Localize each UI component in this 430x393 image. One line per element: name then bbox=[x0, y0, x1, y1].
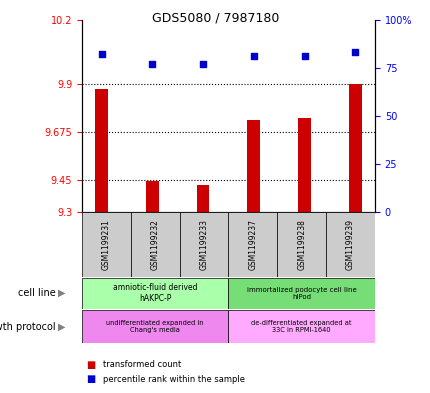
Point bbox=[250, 53, 257, 59]
Point bbox=[148, 61, 155, 67]
Point bbox=[351, 49, 358, 55]
Text: GSM1199231: GSM1199231 bbox=[101, 219, 111, 270]
Text: GSM1199233: GSM1199233 bbox=[199, 219, 208, 270]
Point bbox=[199, 61, 206, 67]
Bar bbox=[228, 310, 374, 343]
Bar bbox=[95, 89, 108, 212]
Bar bbox=[247, 120, 260, 212]
Point bbox=[98, 51, 105, 57]
Text: ■: ■ bbox=[86, 374, 95, 384]
Text: amniotic-fluid derived
hAKPC-P: amniotic-fluid derived hAKPC-P bbox=[113, 283, 197, 303]
Bar bbox=[146, 181, 158, 212]
Bar bbox=[326, 212, 374, 277]
Bar bbox=[82, 310, 228, 343]
Text: transformed count: transformed count bbox=[103, 360, 181, 369]
Bar bbox=[348, 84, 361, 212]
Bar bbox=[179, 212, 228, 277]
Bar bbox=[228, 278, 374, 309]
Text: GSM1199232: GSM1199232 bbox=[150, 219, 159, 270]
Text: ▶: ▶ bbox=[58, 288, 65, 298]
Text: GDS5080 / 7987180: GDS5080 / 7987180 bbox=[151, 11, 279, 24]
Text: cell line: cell line bbox=[18, 288, 56, 298]
Text: de-differentiated expanded at
33C in RPMI-1640: de-differentiated expanded at 33C in RPM… bbox=[251, 320, 351, 333]
Bar bbox=[298, 118, 310, 212]
Text: percentile rank within the sample: percentile rank within the sample bbox=[103, 375, 245, 384]
Bar bbox=[130, 212, 179, 277]
Text: ■: ■ bbox=[86, 360, 95, 370]
Text: ▶: ▶ bbox=[58, 321, 65, 332]
Bar bbox=[196, 185, 209, 212]
Text: GSM1199237: GSM1199237 bbox=[248, 219, 257, 270]
Bar bbox=[82, 278, 228, 309]
Text: undifferentiated expanded in
Chang's media: undifferentiated expanded in Chang's med… bbox=[106, 320, 203, 333]
Point bbox=[301, 53, 307, 59]
Bar bbox=[228, 212, 276, 277]
Text: GSM1199238: GSM1199238 bbox=[297, 219, 305, 270]
Bar bbox=[276, 212, 326, 277]
Text: immortalized podocyte cell line
hIPod: immortalized podocyte cell line hIPod bbox=[246, 286, 356, 300]
Text: growth protocol: growth protocol bbox=[0, 321, 56, 332]
Text: GSM1199239: GSM1199239 bbox=[345, 219, 354, 270]
Bar bbox=[82, 212, 130, 277]
